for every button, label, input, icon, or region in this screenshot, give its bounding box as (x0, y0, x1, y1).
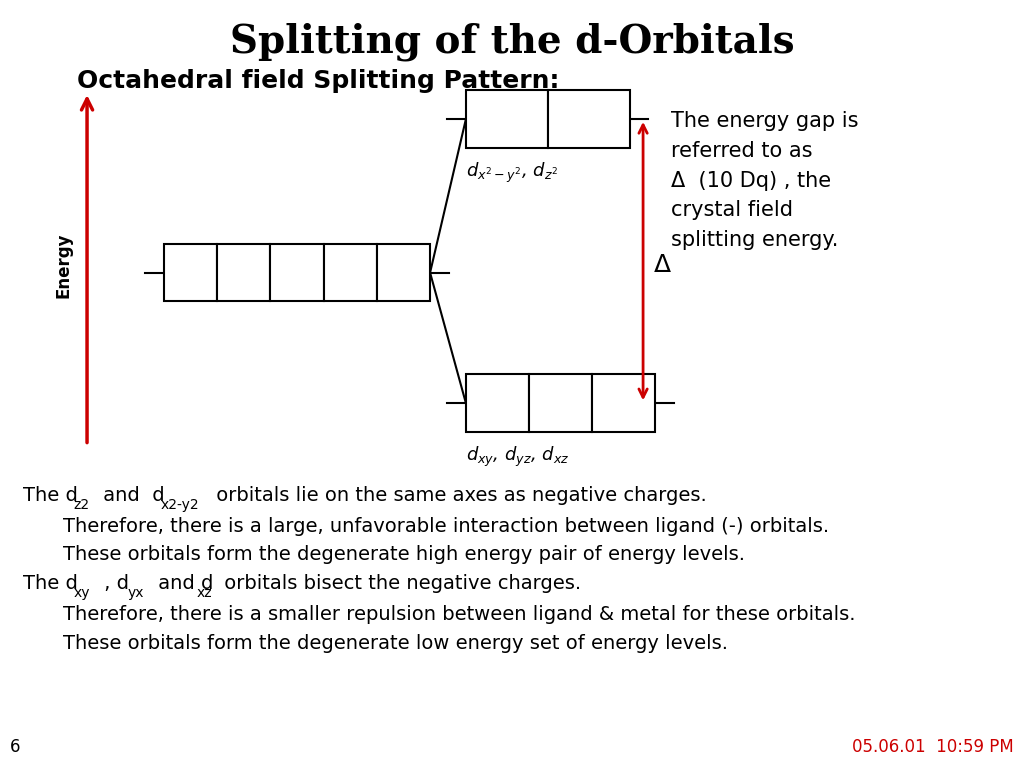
Bar (592, 375, 655, 432)
Text: , d: , d (98, 574, 129, 593)
Text: 05.06.01  10:59 PM: 05.06.01 10:59 PM (852, 739, 1014, 756)
Bar (377, 243, 430, 301)
Text: Energy: Energy (54, 232, 73, 298)
Bar (529, 375, 592, 432)
Text: orbitals bisect the negative charges.: orbitals bisect the negative charges. (218, 574, 582, 593)
Text: The d: The d (23, 574, 78, 593)
Bar (548, 91, 630, 148)
Text: These orbitals form the degenerate high energy pair of energy levels.: These orbitals form the degenerate high … (63, 545, 745, 564)
Text: z2: z2 (74, 498, 90, 511)
Text: The d: The d (23, 486, 78, 505)
Text: Octahedral field Splitting Pattern:: Octahedral field Splitting Pattern: (77, 68, 559, 93)
Text: Δ: Δ (653, 253, 671, 277)
Text: yx: yx (128, 586, 144, 600)
Text: $d_{xy}$, $d_{yz}$, $d_{xz}$: $d_{xy}$, $d_{yz}$, $d_{xz}$ (466, 445, 569, 469)
Text: xz: xz (197, 586, 212, 600)
Text: $d_{x^2-y^2}$, $d_{z^2}$: $d_{x^2-y^2}$, $d_{z^2}$ (466, 161, 558, 185)
Bar (164, 243, 217, 301)
Text: The energy gap is
referred to as
Δ  (10 Dq) , the
crystal field
splitting energy: The energy gap is referred to as Δ (10 D… (671, 111, 858, 250)
Text: xy: xy (74, 586, 90, 600)
Bar (270, 243, 324, 301)
Text: Therefore, there is a smaller repulsion between ligand & metal for these orbital: Therefore, there is a smaller repulsion … (63, 605, 856, 624)
Text: and d: and d (152, 574, 213, 593)
Bar (217, 243, 270, 301)
Bar (466, 91, 548, 148)
Text: Splitting of the d-Orbitals: Splitting of the d-Orbitals (229, 23, 795, 61)
Text: x2-y2: x2-y2 (161, 498, 200, 511)
Text: 6: 6 (10, 739, 20, 756)
Bar (466, 375, 529, 432)
Text: Therefore, there is a large, unfavorable interaction between ligand (-) orbitals: Therefore, there is a large, unfavorable… (63, 517, 829, 535)
Text: and  d: and d (97, 486, 165, 505)
Text: These orbitals form the degenerate low energy set of energy levels.: These orbitals form the degenerate low e… (63, 634, 728, 653)
Text: orbitals lie on the same axes as negative charges.: orbitals lie on the same axes as negativ… (210, 486, 707, 505)
Bar (324, 243, 377, 301)
